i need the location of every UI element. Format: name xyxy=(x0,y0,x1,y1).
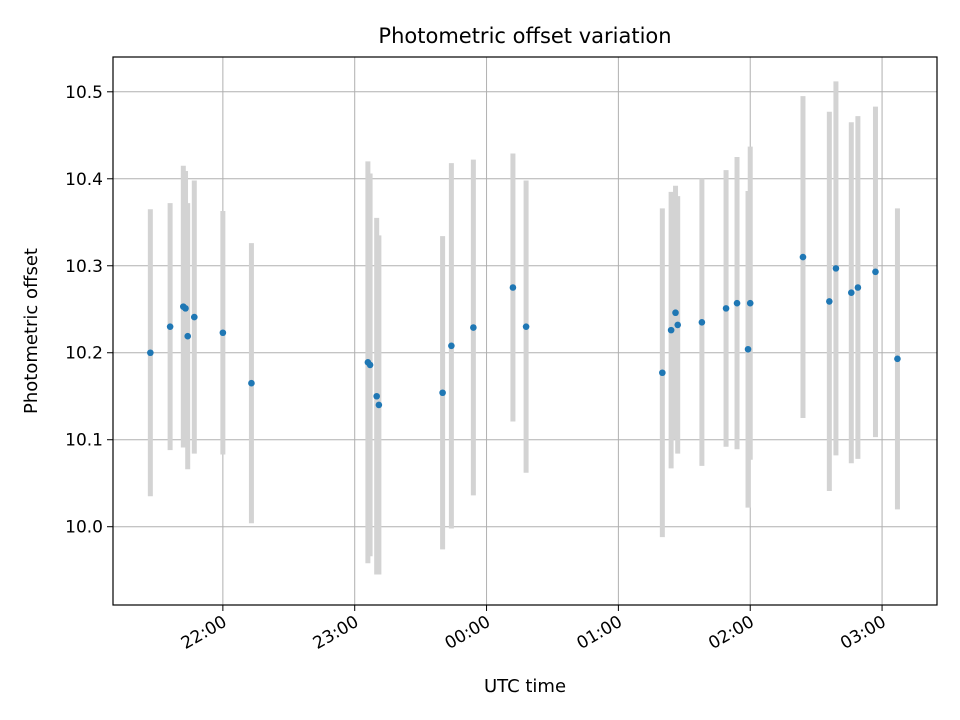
data-point xyxy=(832,265,840,272)
data-point xyxy=(147,349,154,357)
y-axis-label: Photometric offset xyxy=(21,248,42,414)
data-point xyxy=(672,309,679,317)
data-point xyxy=(219,329,227,337)
data-point xyxy=(848,289,855,297)
y-tick-label: 10.4 xyxy=(65,170,103,190)
data-point xyxy=(854,284,862,291)
data-point xyxy=(733,299,741,307)
x-axis-label: UTC time xyxy=(484,676,566,697)
data-point xyxy=(375,401,383,409)
data-point xyxy=(182,305,189,312)
data-point xyxy=(373,392,380,400)
data-point xyxy=(366,361,374,369)
y-tick-label: 10.3 xyxy=(65,257,103,277)
y-tick-label: 10.2 xyxy=(65,344,103,364)
data-point xyxy=(894,355,901,363)
data-point xyxy=(826,298,833,305)
y-tick-label: 10.5 xyxy=(65,83,103,103)
data-point xyxy=(166,323,174,330)
chart-title: Photometric offset variation xyxy=(378,24,671,48)
data-point xyxy=(522,323,530,330)
data-point xyxy=(722,305,730,312)
y-tick-label: 10.1 xyxy=(65,431,103,451)
y-tick-label: 10.0 xyxy=(65,518,103,538)
plot-frame xyxy=(112,56,938,606)
data-point xyxy=(744,345,752,353)
data-point xyxy=(674,321,682,329)
data-point xyxy=(872,268,879,276)
data-point xyxy=(448,342,455,350)
data-point xyxy=(470,324,477,331)
data-point xyxy=(509,284,517,291)
data-point xyxy=(184,332,192,340)
data-point xyxy=(799,253,807,261)
data-points xyxy=(147,253,901,409)
data-point xyxy=(659,369,666,377)
data-point xyxy=(667,326,675,334)
data-point xyxy=(248,379,255,387)
data-point xyxy=(191,313,198,321)
data-point xyxy=(439,389,446,397)
y-axis-ticks: 10.0 10.1 10.2 10.3 10.4 10.5 xyxy=(65,83,113,538)
data-point xyxy=(698,319,706,326)
data-point xyxy=(746,299,754,307)
